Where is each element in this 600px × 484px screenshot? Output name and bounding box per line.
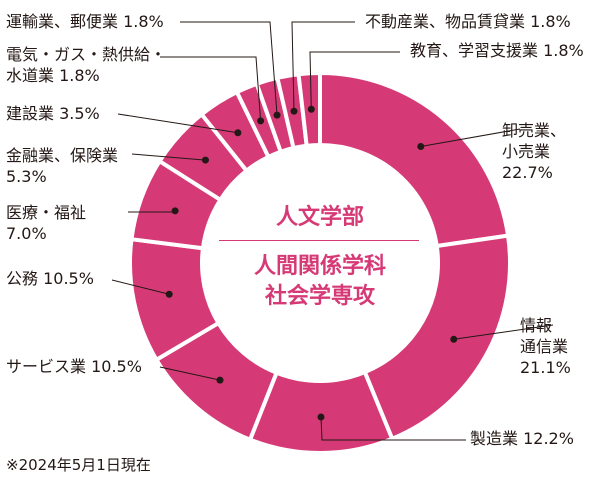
- leader-line: [160, 56, 262, 121]
- slice-label-line: 卸売業、: [502, 121, 567, 140]
- leader-line: [131, 153, 206, 161]
- leader-line: [420, 128, 521, 148]
- leader-line: [453, 324, 554, 340]
- slice-label-line: 通信業: [520, 337, 569, 356]
- slice-label-line: 情報: [520, 316, 553, 335]
- leader-line: [291, 21, 355, 112]
- slice-label-line: 医療・福祉: [6, 203, 87, 222]
- slice-value: 22.7%: [502, 163, 553, 182]
- leader-lines: [111, 21, 554, 441]
- slice-label: 公務 10.5%: [6, 268, 94, 289]
- slice-label: 電気・ガス・熱供給・ 水道業 1.8%: [6, 44, 166, 86]
- slice-label: 教育、学習支援業 1.8%: [410, 40, 584, 61]
- center-divider: [219, 240, 419, 241]
- leader-line: [309, 51, 400, 110]
- slice-label-line: 不動産業、物品賃貸業 1.8%: [365, 12, 571, 31]
- leader-line: [111, 279, 170, 295]
- slice-label: 不動産業、物品賃貸業 1.8%: [365, 11, 571, 32]
- slice-label: 製造業 12.2%: [470, 428, 574, 449]
- slice-label-line: 公務 10.5%: [6, 269, 94, 288]
- footnote: ※2024年5月1日現在: [6, 456, 151, 474]
- slice-label-line: 製造業 12.2%: [470, 429, 574, 448]
- slice-value: 21.1%: [520, 358, 571, 377]
- leader-line: [128, 210, 176, 213]
- slice-label-line: 運輸業、郵便業 1.8%: [6, 12, 164, 31]
- center-subtitle-line-2: 社会学専攻: [264, 284, 375, 309]
- leader-line: [180, 21, 278, 116]
- slice-label-line: 電気・ガス・熱供給・: [6, 45, 167, 64]
- slice-value: 5.3%: [6, 167, 47, 186]
- donut-slice: [318, 70, 511, 249]
- slice-label-line: サービス業 10.5%: [6, 357, 142, 376]
- slice-label: サービス業 10.5%: [6, 356, 142, 377]
- slice-value: 7.0%: [6, 224, 47, 243]
- slice-label: 金融業、保険業 5.3%: [6, 145, 118, 187]
- leader-line: [117, 113, 238, 134]
- donut-slices: [128, 70, 512, 455]
- slice-label-line: 教育、学習支援業 1.8%: [410, 41, 584, 60]
- slice-label: 情報通信業 21.1%: [520, 315, 571, 378]
- slice-label-line: 金融業、保険業: [6, 146, 119, 165]
- center-subtitle-line-1: 人間関係学科: [253, 254, 386, 279]
- center-subtitle: 人間関係学科 社会学専攻: [200, 252, 440, 312]
- slice-label: 医療・福祉 7.0%: [6, 202, 86, 244]
- slice-label: 建設業 3.5%: [6, 103, 100, 124]
- slice-label-line: 建設業 3.5%: [6, 104, 100, 123]
- slice-label: 運輸業、郵便業 1.8%: [6, 11, 164, 32]
- center-title: 人文学部: [275, 205, 364, 230]
- slice-label-line: 水道業 1.8%: [6, 66, 100, 85]
- leader-line: [320, 416, 466, 441]
- slice-label: 卸売業、小売業 22.7%: [502, 120, 566, 183]
- slice-label-line: 小売業: [502, 142, 551, 161]
- leader-line: [159, 366, 221, 381]
